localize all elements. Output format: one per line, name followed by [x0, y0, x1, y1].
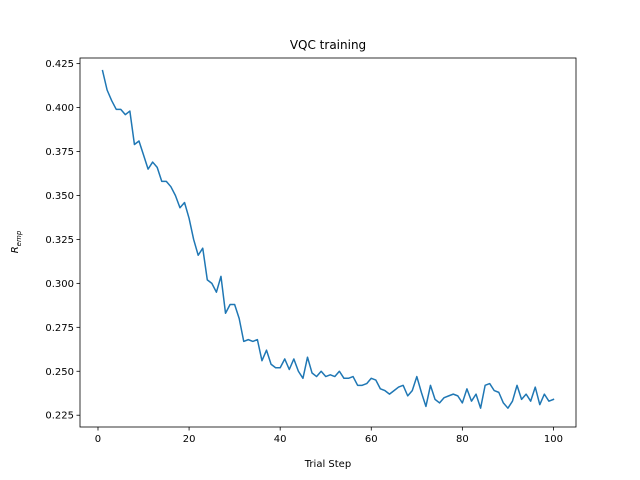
y-tick-label: 0.425 — [45, 59, 74, 70]
series-line-0 — [101, 69, 555, 409]
chart-title: VQC training — [290, 38, 366, 52]
y-tick-label: 0.350 — [45, 191, 74, 202]
y-tick-label: 0.400 — [45, 103, 74, 114]
plot-area — [101, 69, 555, 409]
y-axis-label-main: R — [10, 246, 21, 253]
y-axis-label: Remp — [10, 230, 23, 253]
x-tick-label: 20 — [183, 434, 196, 445]
x-axis-label: Trial Step — [304, 459, 351, 470]
y-tick-label: 0.250 — [45, 367, 74, 378]
x-tick-label: 40 — [274, 434, 287, 445]
y-axis-label-subscript: emp — [15, 230, 23, 246]
y-tick-label: 0.225 — [45, 411, 74, 422]
axes-frame — [79, 57, 577, 428]
y-tick-label: 0.325 — [45, 235, 74, 246]
y-tick-label: 0.275 — [45, 323, 74, 334]
x-tick-label: 100 — [544, 434, 563, 445]
y-tick-label: 0.375 — [45, 147, 74, 158]
x-tick-label: 0 — [95, 434, 101, 445]
axes: 0 20 40 60 80 100 0.225 0.250 0.275 0.300 0.325 0.3… — [45, 57, 577, 445]
x-tick-label: 80 — [456, 434, 469, 445]
y-tick-label: 0.300 — [45, 279, 74, 290]
x-tick-label: 60 — [365, 434, 378, 445]
